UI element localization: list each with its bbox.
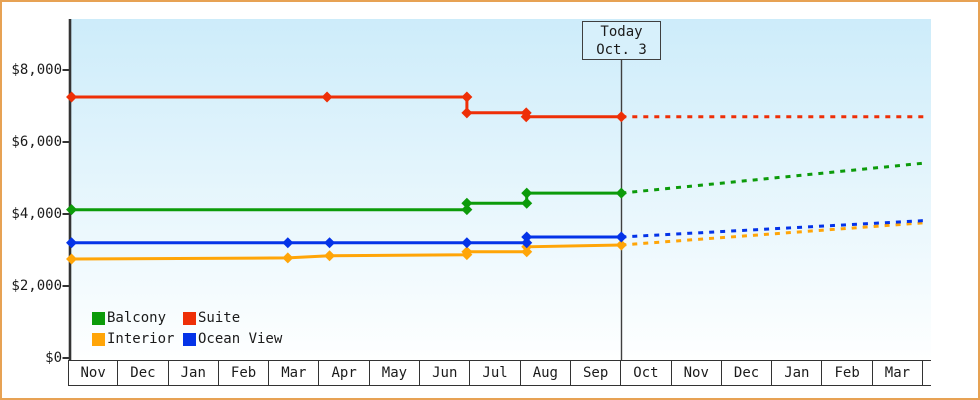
data-point-marker xyxy=(521,197,533,209)
data-point-marker xyxy=(324,250,336,262)
data-point-marker xyxy=(615,111,627,123)
data-point-marker xyxy=(461,246,473,258)
x-axis-month-cell: Jun xyxy=(420,361,471,385)
data-point-marker xyxy=(66,91,78,103)
data-point-marker xyxy=(461,91,473,103)
x-axis-month-cell: Jan xyxy=(169,361,219,385)
legend-item-interior: Interior xyxy=(92,332,183,346)
series-forecast-balcony xyxy=(621,161,927,195)
plot-area xyxy=(70,19,931,360)
x-axis-month-cell: Mar xyxy=(269,361,320,385)
data-point-marker xyxy=(615,239,627,251)
x-axis-month-cell: Jul xyxy=(470,361,521,385)
y-axis-label: $2,000 xyxy=(11,278,62,294)
series-forecast-interior xyxy=(621,221,927,247)
data-point-marker xyxy=(520,111,532,123)
legend: Balcony Suite Interior Ocean View xyxy=(92,311,282,346)
y-axis-label: $8,000 xyxy=(11,62,62,78)
data-point-marker xyxy=(321,91,333,103)
legend-label: Suite xyxy=(198,310,241,326)
legend-item-ocean-view: Ocean View xyxy=(183,332,282,346)
x-axis-month-cell: Aug xyxy=(521,361,571,385)
legend-swatch xyxy=(183,332,196,346)
data-point-marker xyxy=(461,107,473,119)
data-point-marker xyxy=(461,204,473,216)
data-point-marker xyxy=(461,237,473,249)
x-axis-month-row: Nov Dec Jan Feb Mar Apr May Jun Jul Aug Sep Oct Nov D… xyxy=(68,360,931,386)
x-axis-month-cell: Nov xyxy=(68,361,119,385)
series-line-balcony xyxy=(71,191,622,212)
x-axis-month-cell: Oct xyxy=(621,361,672,385)
x-axis-month-cell: Sep xyxy=(571,361,622,385)
legend-label: Interior xyxy=(107,331,175,347)
today-date: Oct. 3 xyxy=(596,41,647,58)
x-axis-month-cell: Feb xyxy=(823,361,873,385)
x-axis-month-cell: Dec xyxy=(722,361,773,385)
series-forecast-ocean-view xyxy=(621,219,927,239)
data-point-marker xyxy=(461,197,473,209)
legend-label: Balcony xyxy=(107,310,167,326)
data-point-marker xyxy=(615,187,627,199)
y-axis-label: $6,000 xyxy=(11,134,62,150)
data-point-marker xyxy=(615,231,627,243)
data-point-marker xyxy=(521,187,533,199)
x-axis-month-cell: Nov xyxy=(672,361,722,385)
x-axis-month-cell: Feb xyxy=(219,361,270,385)
today-label: Today xyxy=(600,23,643,40)
legend-item-balcony: Balcony xyxy=(92,311,183,325)
data-point-marker xyxy=(521,237,533,249)
data-point-marker xyxy=(282,252,294,264)
y-axis-label: $0 xyxy=(45,350,62,366)
data-point-marker xyxy=(521,231,533,243)
x-axis-month-cell: Mar xyxy=(873,361,924,385)
x-axis-month-cell: Apr xyxy=(320,361,370,385)
x-axis-month-cell: Jan xyxy=(772,361,823,385)
data-point-marker xyxy=(324,237,336,249)
x-axis-month-cell: Dec xyxy=(118,361,169,385)
data-point-marker xyxy=(66,237,78,249)
legend-swatch xyxy=(92,332,105,346)
data-point-marker xyxy=(282,237,294,249)
legend-swatch xyxy=(92,311,105,325)
legend-item-suite: Suite xyxy=(183,311,282,325)
legend-label: Ocean View xyxy=(198,331,283,347)
data-point-marker xyxy=(66,253,78,265)
x-axis-month-cell: May xyxy=(370,361,421,385)
data-point-marker xyxy=(66,204,78,216)
today-marker-box: Today Oct. 3 xyxy=(582,21,661,60)
legend-swatch xyxy=(183,311,196,325)
y-axis-label: $4,000 xyxy=(11,206,62,222)
